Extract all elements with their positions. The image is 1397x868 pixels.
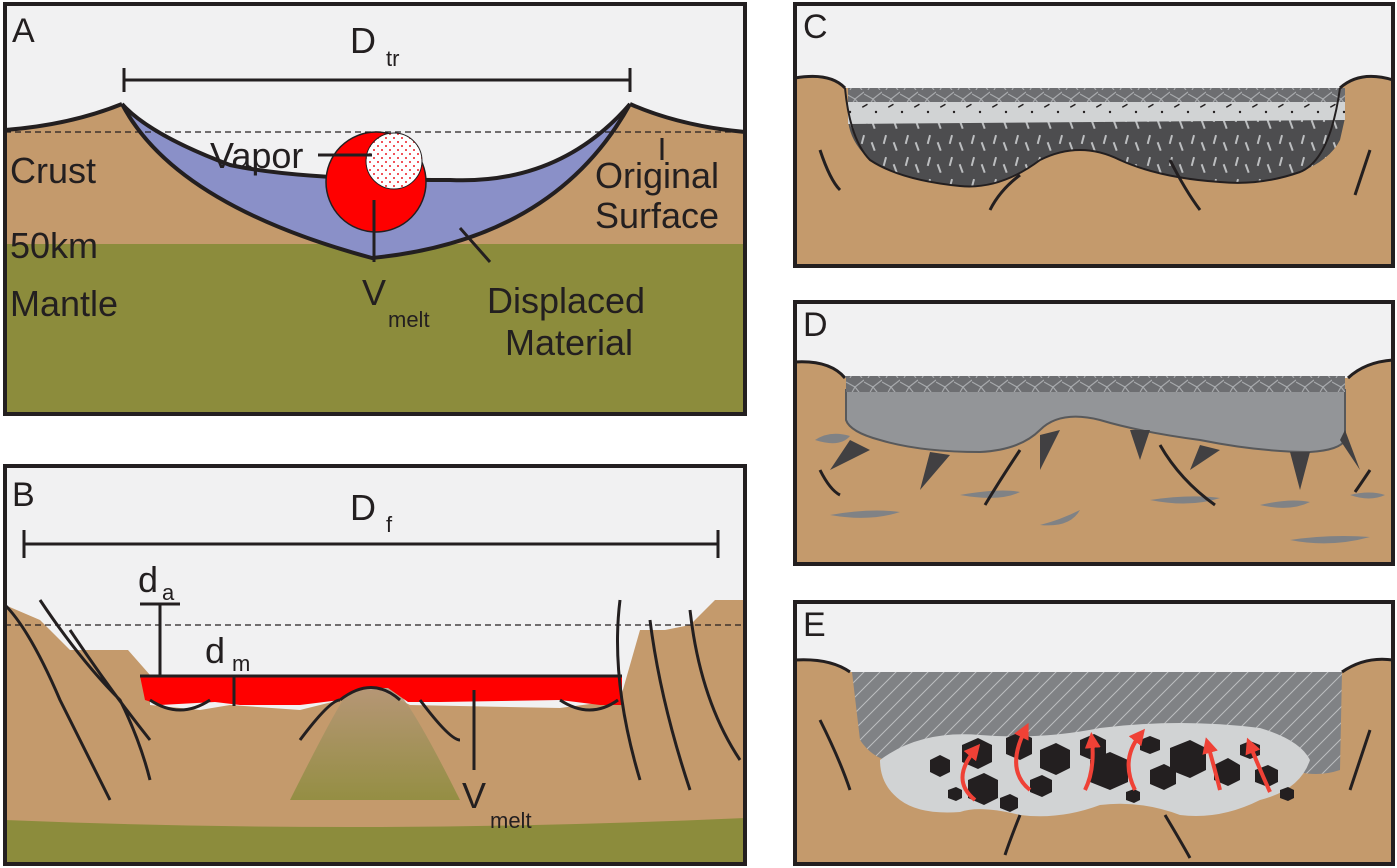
da-main: d xyxy=(138,559,158,600)
top-crackle-layer xyxy=(848,88,1345,102)
original-surface-label-2: Surface xyxy=(595,195,719,236)
mantle-layer-b xyxy=(5,818,745,864)
dark-melt-layer xyxy=(848,118,1345,187)
panel-d-letter: D xyxy=(803,306,828,344)
displaced-label-1: Displaced xyxy=(487,280,645,321)
light-layer xyxy=(848,100,1345,124)
gray-melt-layer xyxy=(845,389,1346,454)
melt-dikes xyxy=(830,430,1360,490)
panel-e: E xyxy=(793,600,1395,866)
dtr-main: D xyxy=(350,20,376,61)
df-sub: f xyxy=(386,512,393,537)
crust-label: Crust xyxy=(10,150,96,191)
dm-sub: m xyxy=(232,651,250,676)
displaced-label-2: Material xyxy=(505,322,633,363)
degassing-arrows xyxy=(960,722,1272,802)
panel-a: A D tr Vapor Crust 50km Mantle Original … xyxy=(3,2,747,416)
vapor-sphere xyxy=(365,132,423,190)
vmelt-sub-a: melt xyxy=(388,307,430,332)
panel-c-letter: C xyxy=(803,8,828,46)
mantle-label: Mantle xyxy=(10,283,118,324)
panel-e-letter: E xyxy=(803,606,826,644)
dtr-sub: tr xyxy=(386,46,399,71)
panel-b: B D f d a d m V melt xyxy=(3,464,747,866)
melt-sheet xyxy=(140,676,622,705)
vmelt-sub-b: melt xyxy=(490,808,532,833)
vmelt-main-b: V xyxy=(462,775,486,816)
depth-label: 50km xyxy=(10,225,98,266)
panel-b-letter: B xyxy=(12,476,35,514)
vmelt-main-a: V xyxy=(362,272,386,313)
vapor-label: Vapor xyxy=(210,135,303,176)
dm-main: d xyxy=(205,630,225,671)
df-main: D xyxy=(350,487,376,528)
original-surface-label-1: Original xyxy=(595,155,719,196)
panel-c: C xyxy=(793,2,1395,268)
mantle-layer xyxy=(5,244,745,414)
clasts xyxy=(930,732,1294,812)
top-crackle-layer-d xyxy=(846,376,1345,392)
central-uplift xyxy=(290,683,460,800)
panel-a-letter: A xyxy=(12,12,35,50)
da-sub: a xyxy=(162,580,175,605)
panel-d: D xyxy=(793,300,1395,566)
transient-cavity xyxy=(122,4,630,181)
